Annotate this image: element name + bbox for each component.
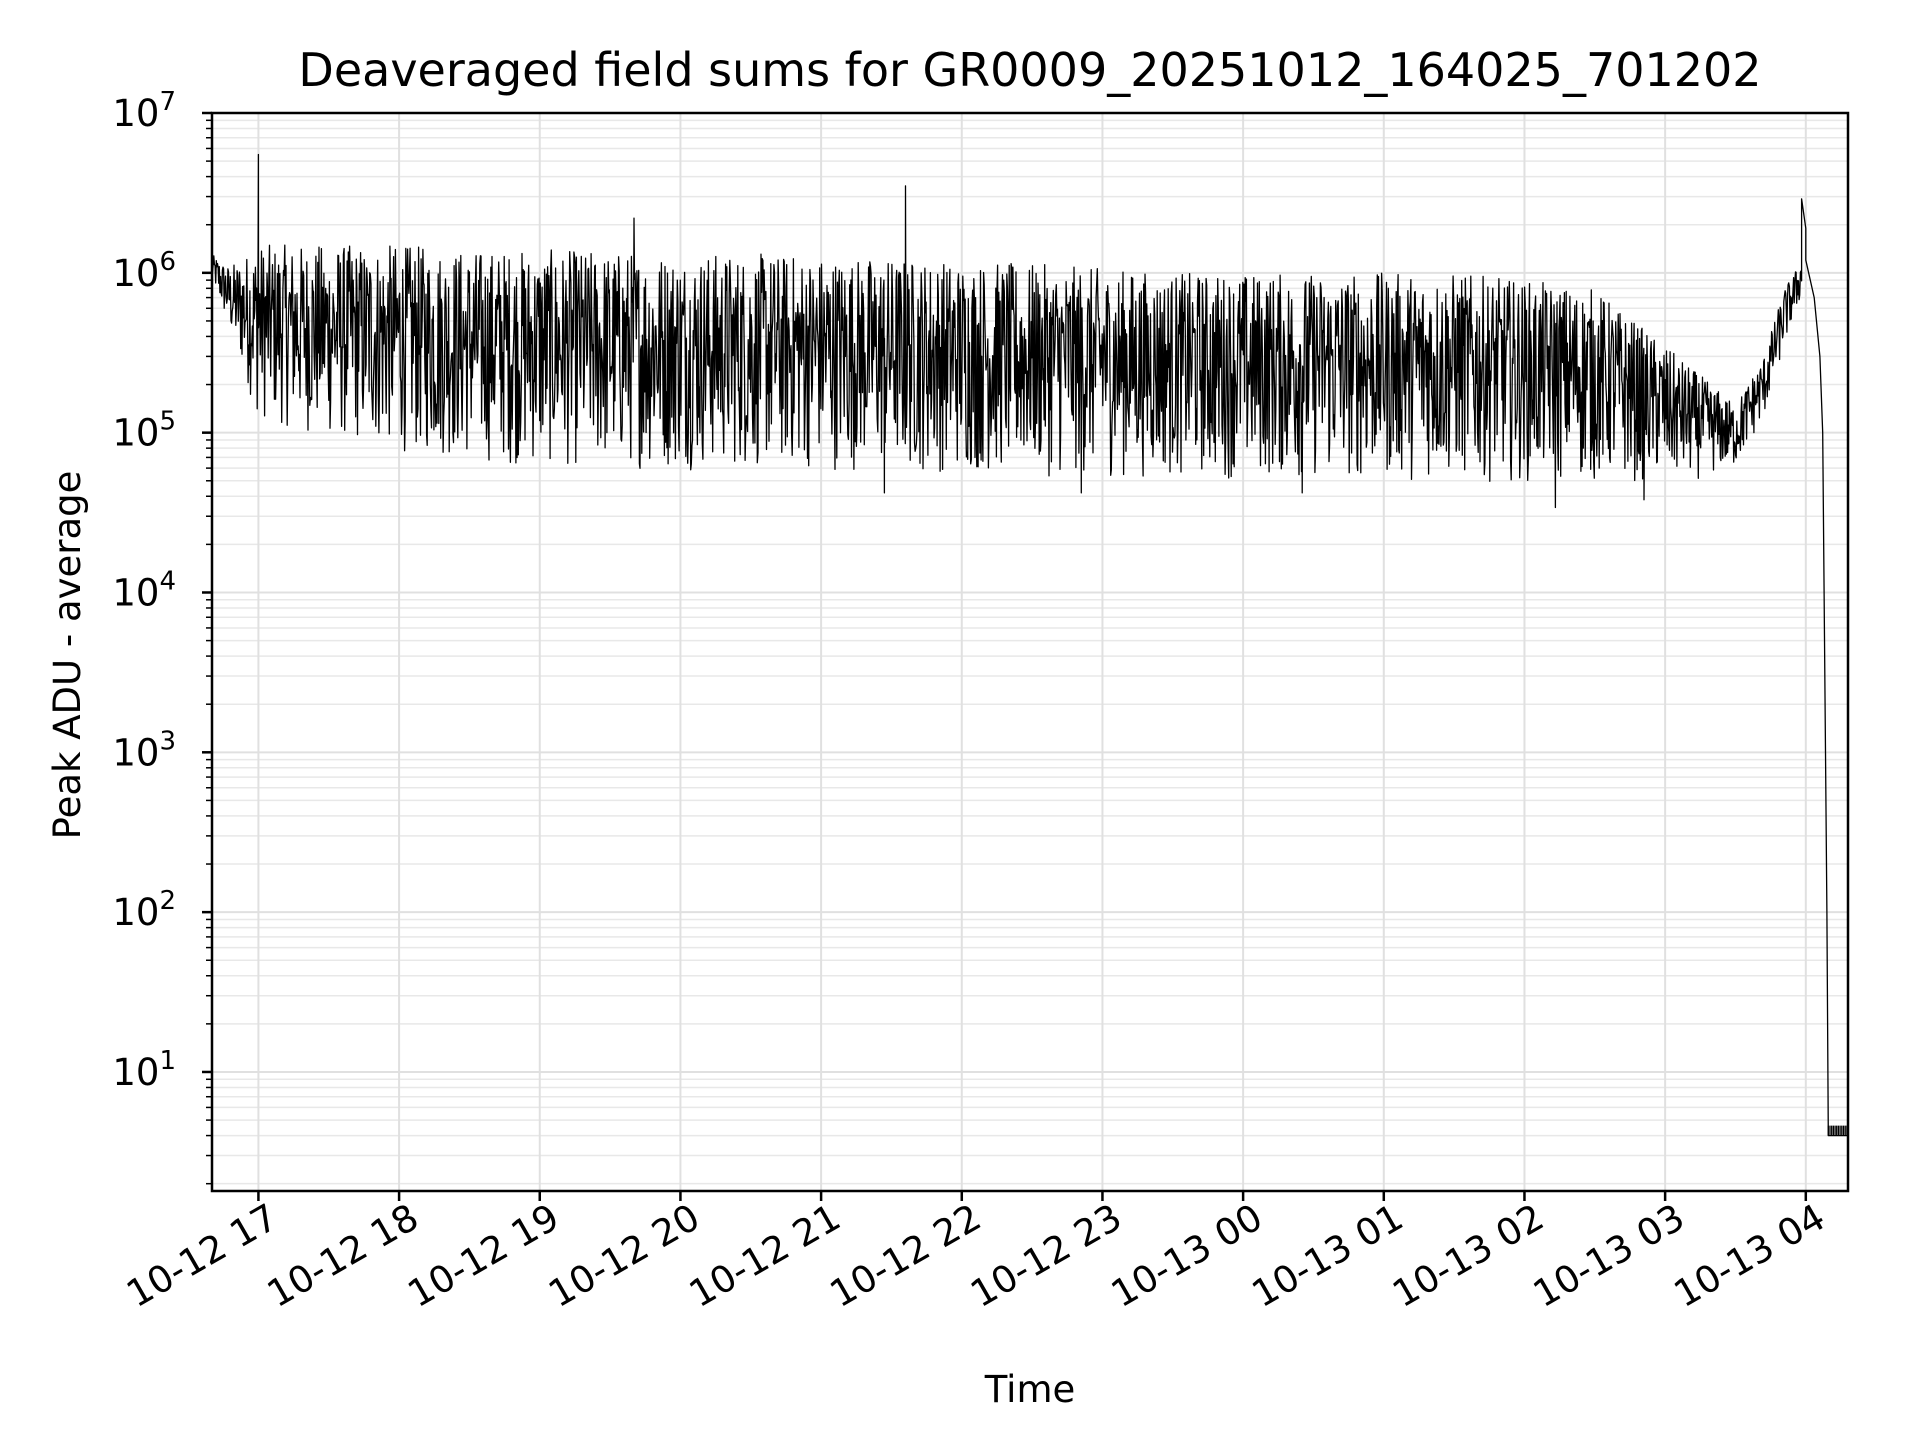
y-tick-label: 104 [112,566,176,614]
y-axis: 101 102 103 104 105 106 107 [112,87,212,1185]
x-tick-label: 10-12 22 [823,1196,989,1316]
x-tick-label: 10-12 17 [119,1196,285,1316]
y-axis-label: Peak ADU - average [46,471,89,840]
series-line-path [211,153,1848,1137]
series-tail-ripple [1827,1125,1848,1136]
x-tick-label: 10-12 23 [963,1196,1129,1316]
plot-frame [210,111,1850,1193]
y-tick-label: 102 [112,886,176,934]
x-tick-label: 10-13 00 [1104,1196,1270,1316]
x-tick-label: 10-12 19 [401,1196,567,1316]
x-tick-label: 10-13 01 [1245,1196,1411,1316]
series-line [211,153,1848,1137]
y-tick-label: 107 [112,87,176,135]
x-tick-label: 10-12 20 [541,1196,707,1316]
y-tick-label: 106 [112,247,176,295]
x-axis-label: Time [984,1368,1076,1411]
y-tick-label: 105 [112,407,176,455]
x-tick-label: 10-12 21 [682,1196,848,1316]
x-tick-label: 10-13 03 [1526,1196,1692,1316]
x-tick-label: 10-13 04 [1667,1196,1833,1316]
y-tick-label: 103 [112,726,176,774]
minor-gridlines [212,119,1848,1185]
y-tick-label: 101 [112,1046,176,1094]
x-tick-label: 10-13 02 [1385,1196,1551,1316]
chart-title: Deaveraged field sums for GR0009_2025101… [298,43,1761,97]
x-tick-label: 10-12 18 [260,1196,426,1316]
